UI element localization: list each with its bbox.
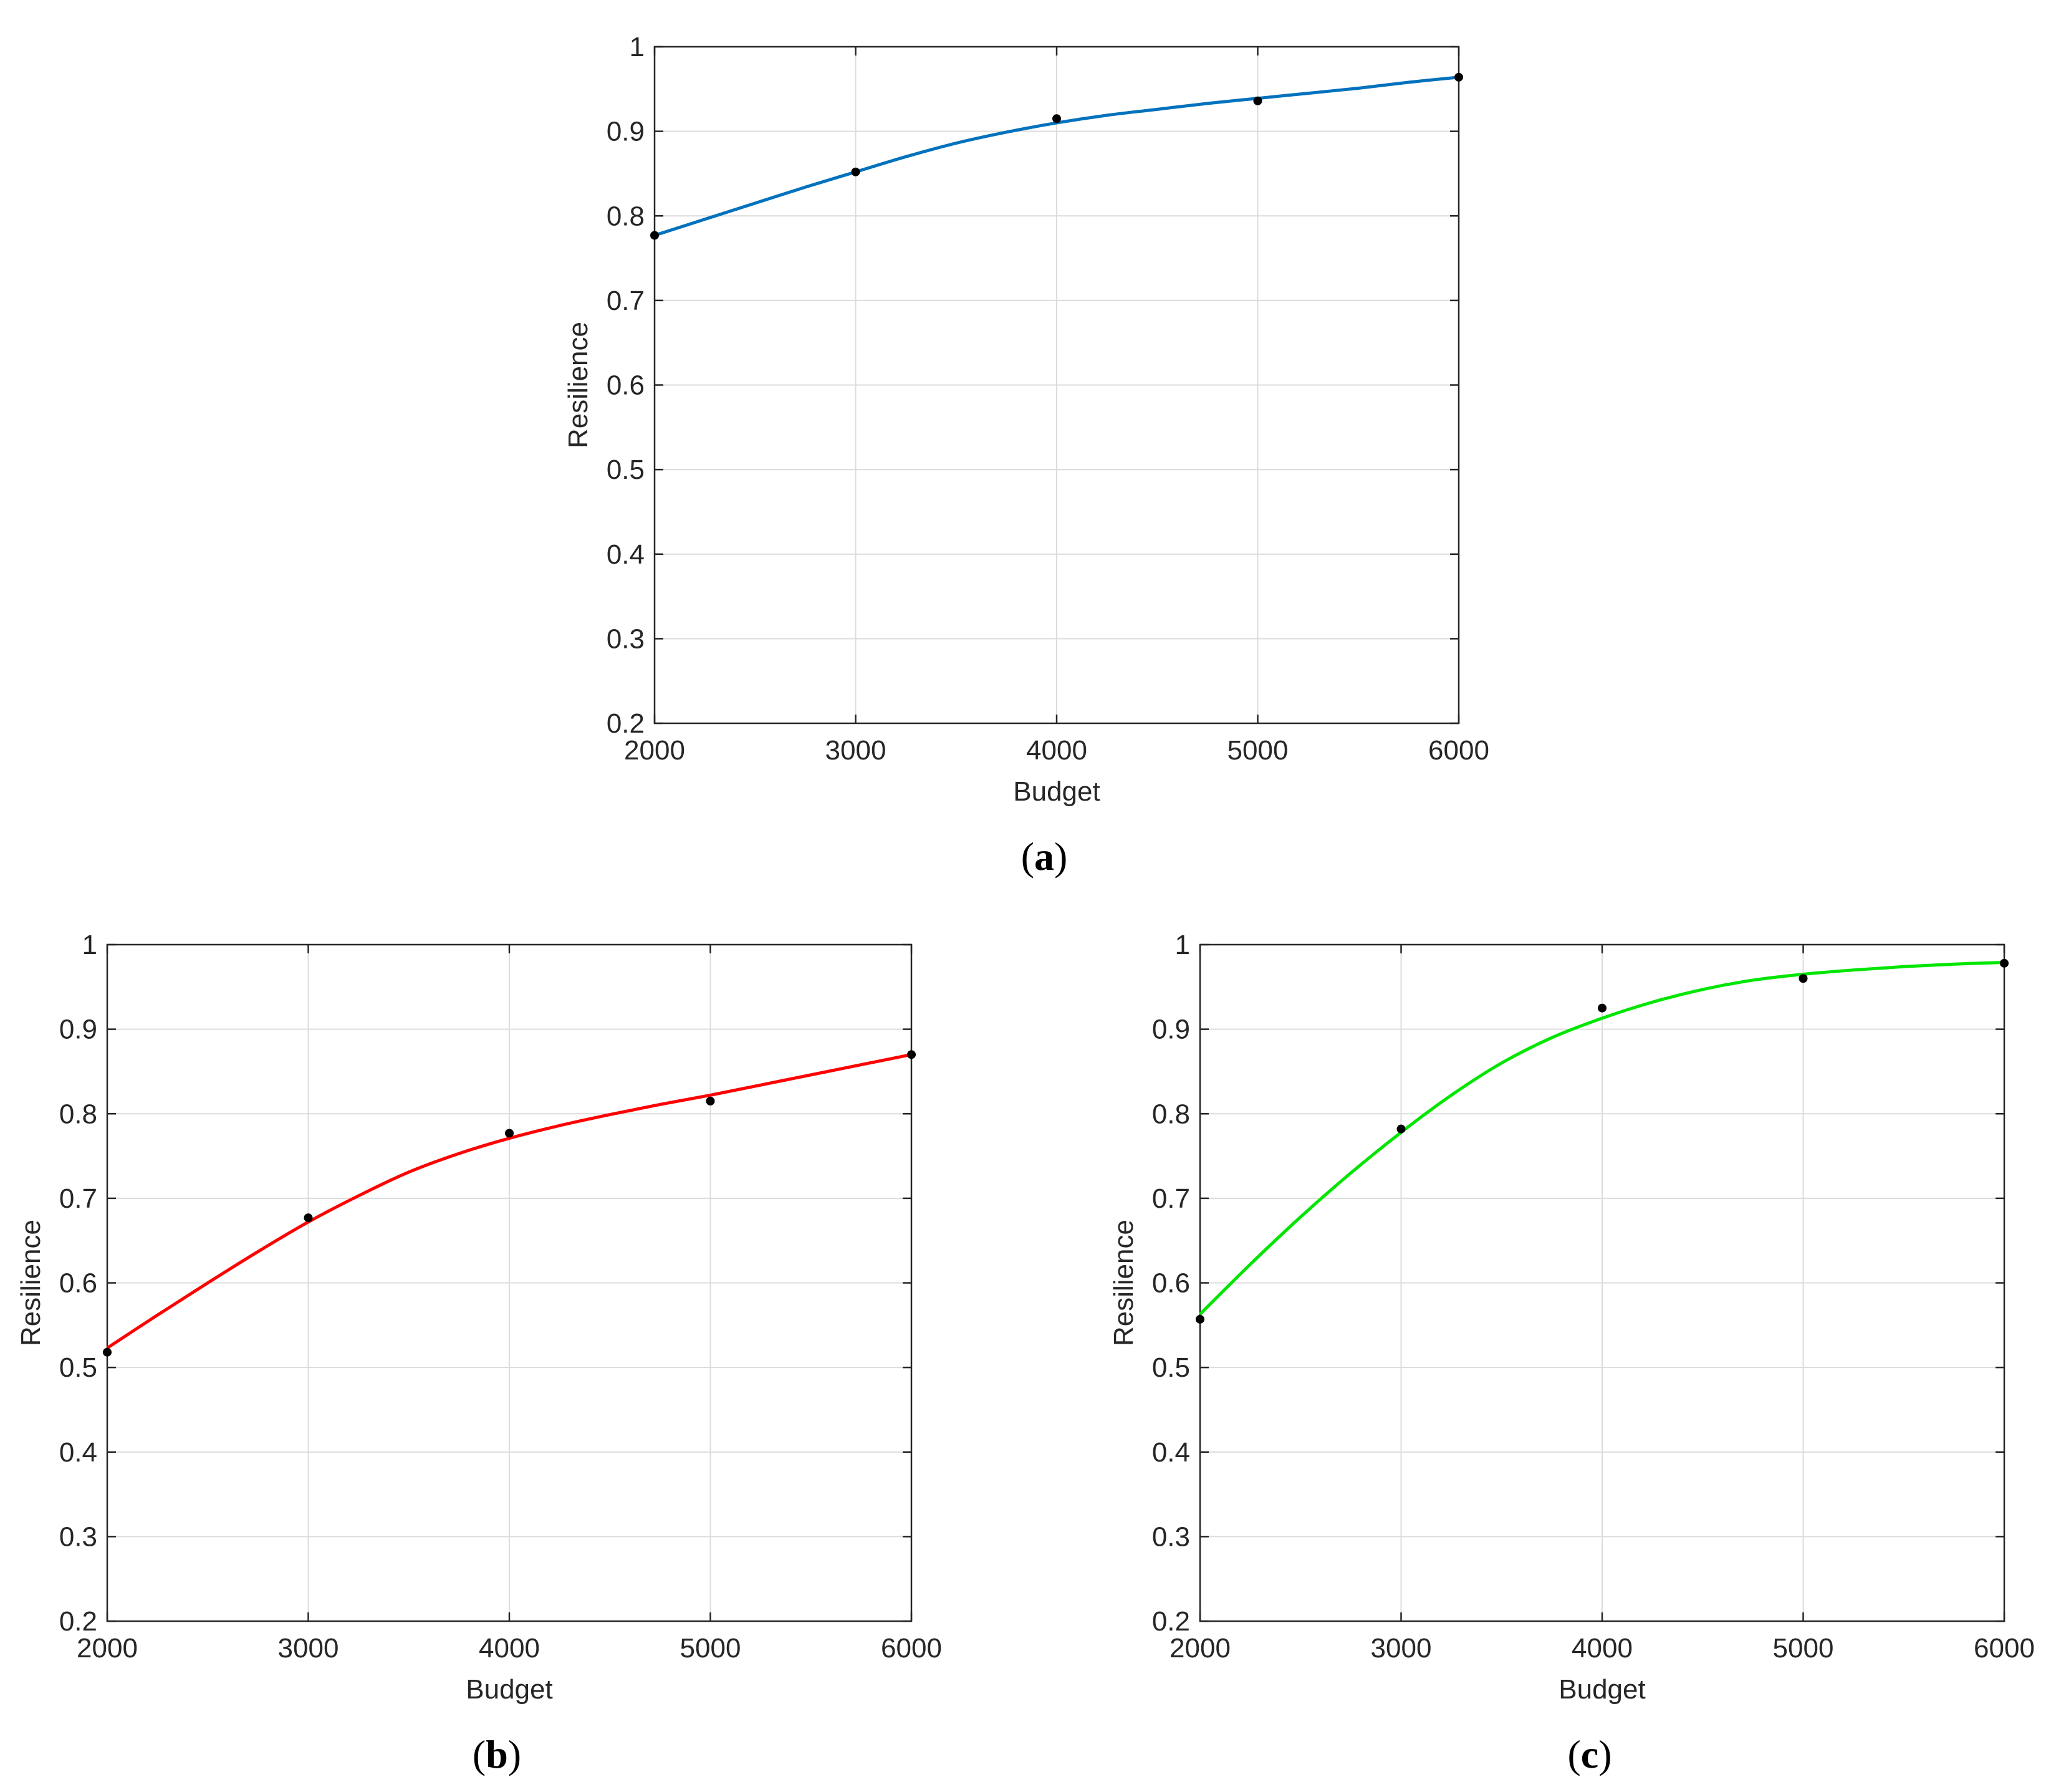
panel-caption-a: (a) bbox=[1021, 834, 1068, 879]
y-tick-labels-a: 0.2 0.3 0.4 0.5 0.6 0.7 0.8 0.9 1 bbox=[607, 32, 645, 739]
x-axis-label-a: Budget bbox=[1013, 776, 1100, 807]
data-point-c bbox=[2000, 958, 2009, 968]
y-tick-label-c: 0.2 bbox=[1152, 1606, 1190, 1637]
y-tick-label-c: 1 bbox=[1175, 930, 1190, 960]
x-tick-label-a: 6000 bbox=[1428, 735, 1489, 766]
y-tick-labels-c: 0.2 0.3 0.4 0.5 0.6 0.7 0.8 0.9 1 bbox=[1152, 930, 1190, 1637]
panel-caption-letter-b: b bbox=[486, 1732, 508, 1776]
panel-caption-letter-a: a bbox=[1034, 834, 1054, 879]
tick-marks-b bbox=[106, 943, 913, 1622]
x-tick-label-b: 2000 bbox=[77, 1633, 138, 1664]
x-tick-label-a: 5000 bbox=[1227, 735, 1289, 766]
tick-marks-c bbox=[1199, 943, 2005, 1622]
y-tick-label-c: 0.6 bbox=[1152, 1268, 1190, 1299]
data-point-b bbox=[304, 1213, 313, 1223]
y-tick-label-b: 0.2 bbox=[59, 1606, 97, 1637]
x-tick-label-c: 6000 bbox=[1974, 1633, 2035, 1664]
panel-caption-c: (c) bbox=[1567, 1732, 1612, 1776]
x-tick-label-b: 3000 bbox=[278, 1633, 339, 1664]
y-tick-label-a: 0.3 bbox=[607, 624, 645, 654]
y-tick-label-c: 0.5 bbox=[1152, 1352, 1190, 1383]
y-axis-label-a: Resilience bbox=[563, 322, 593, 448]
x-tick-label-b: 6000 bbox=[881, 1633, 942, 1664]
data-point-c bbox=[1396, 1124, 1406, 1134]
x-tick-label-c: 4000 bbox=[1572, 1633, 1633, 1664]
y-tick-labels-b: 0.2 0.3 0.4 0.5 0.6 0.7 0.8 0.9 1 bbox=[59, 930, 97, 1637]
data-point-b bbox=[103, 1347, 112, 1357]
y-axis-label-c: Resilience bbox=[1108, 1220, 1139, 1346]
y-tick-label-a: 0.8 bbox=[607, 201, 645, 231]
x-axis-label-c: Budget bbox=[1559, 1674, 1645, 1705]
chart-panel-a: 2000 3000 4000 5000 6000 0.20.30.40.50.60.70… bbox=[563, 32, 1489, 879]
x-tick-label-c: 2000 bbox=[1170, 1633, 1231, 1664]
x-tick-label-b: 4000 bbox=[479, 1633, 540, 1664]
data-points-c bbox=[1196, 958, 2009, 1324]
data-point-b bbox=[706, 1096, 715, 1106]
data-point-b bbox=[907, 1050, 916, 1059]
y-tick-label-b: 0.3 bbox=[59, 1521, 97, 1552]
y-tick-label-b: 0.4 bbox=[59, 1437, 97, 1468]
y-tick-label-c: 0.4 bbox=[1152, 1437, 1190, 1468]
x-tick-label-a: 4000 bbox=[1026, 735, 1087, 766]
data-point-c bbox=[1598, 1003, 1607, 1013]
data-point-c bbox=[1196, 1314, 1204, 1324]
y-tick-label-b: 1 bbox=[82, 930, 97, 960]
x-tick-labels-b: 2000 3000 4000 5000 6000 bbox=[77, 1633, 942, 1664]
y-tick-label-b: 0.5 bbox=[59, 1352, 97, 1383]
y-tick-label-a: 0.7 bbox=[607, 286, 645, 316]
panel-caption-b: (b) bbox=[473, 1732, 521, 1776]
x-tick-label-c: 3000 bbox=[1371, 1633, 1432, 1664]
y-tick-label-c: 0.7 bbox=[1152, 1183, 1190, 1214]
data-points-b bbox=[103, 1050, 916, 1357]
y-tick-label-b: 0.9 bbox=[59, 1014, 97, 1045]
data-point-b bbox=[505, 1129, 514, 1138]
data-point-a bbox=[1052, 114, 1061, 123]
y-tick-label-a: 0.5 bbox=[607, 455, 645, 485]
y-tick-label-b: 0.6 bbox=[59, 1268, 97, 1299]
data-point-a bbox=[1454, 72, 1463, 82]
chart-panel-b: 2000 3000 4000 5000 6000 0.20.30.40.50.60.70… bbox=[16, 930, 942, 1776]
y-tick-label-a: 1 bbox=[630, 32, 645, 62]
x-tick-labels-a: 2000 3000 4000 5000 6000 bbox=[624, 735, 1489, 766]
x-tick-label-c: 5000 bbox=[1773, 1633, 1834, 1664]
x-tick-label-a: 2000 bbox=[624, 735, 685, 766]
data-points-a bbox=[650, 72, 1463, 240]
x-tick-label-a: 3000 bbox=[825, 735, 886, 766]
y-tick-label-c: 0.3 bbox=[1152, 1521, 1190, 1552]
fitted-curve-b bbox=[106, 1053, 912, 1350]
x-tick-labels-c: 2000 3000 4000 5000 6000 bbox=[1170, 1633, 2035, 1664]
data-point-c bbox=[1799, 974, 1808, 983]
data-point-a bbox=[650, 231, 659, 240]
y-tick-label-c: 0.9 bbox=[1152, 1014, 1190, 1045]
y-tick-label-a: 0.9 bbox=[607, 117, 645, 147]
y-axis-label-b: Resilience bbox=[16, 1220, 46, 1346]
x-axis-label-b: Budget bbox=[466, 1674, 552, 1705]
y-tick-label-c: 0.8 bbox=[1152, 1099, 1190, 1129]
y-tick-label-a: 0.2 bbox=[607, 708, 645, 739]
data-point-a bbox=[1253, 96, 1262, 105]
y-tick-label-b: 0.7 bbox=[59, 1183, 97, 1214]
tick-marks-a bbox=[653, 46, 1460, 725]
panel-caption-letter-c: c bbox=[1581, 1732, 1598, 1776]
data-point-a bbox=[851, 167, 860, 176]
y-tick-label-b: 0.8 bbox=[59, 1099, 97, 1129]
x-tick-label-b: 5000 bbox=[680, 1633, 741, 1664]
y-tick-label-a: 0.4 bbox=[607, 539, 645, 570]
fitted-curve-c bbox=[1199, 960, 2005, 1316]
y-tick-label-a: 0.6 bbox=[607, 370, 645, 401]
chart-panel-c: 2000 3000 4000 5000 6000 0.20.30.40.50.60.70… bbox=[1108, 930, 2035, 1776]
